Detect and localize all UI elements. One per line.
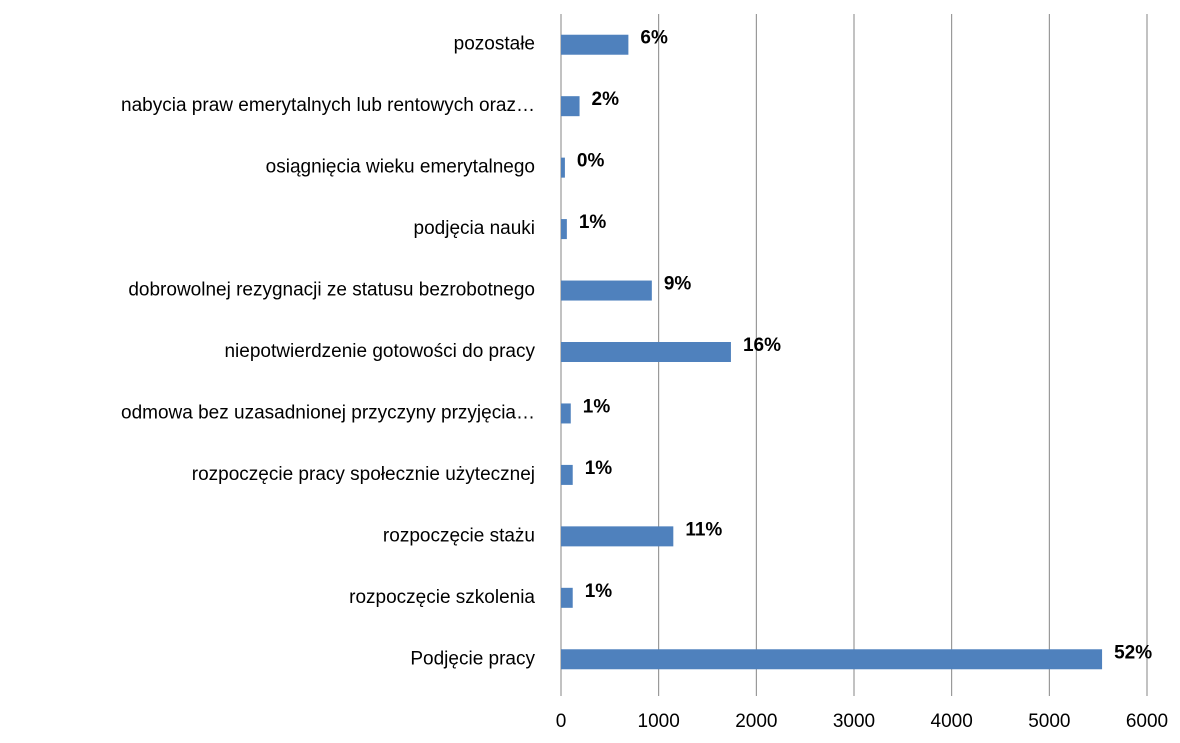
y-tick-label: odmowa bez uzasadnionej przyczyny przyję… — [121, 402, 535, 423]
bar — [561, 587, 573, 608]
bar — [561, 96, 580, 117]
data-label: 0% — [577, 151, 605, 172]
data-label: 1% — [585, 581, 613, 602]
bar — [561, 464, 573, 485]
y-tick-label: Podjęcie pracy — [410, 648, 535, 669]
bar — [561, 280, 652, 301]
x-tick-label: 1000 — [638, 711, 680, 732]
bar — [561, 34, 629, 55]
bar — [561, 649, 1103, 670]
y-tick-label: pozostałe — [454, 34, 535, 55]
data-label: 11% — [685, 519, 722, 540]
bar — [561, 526, 674, 547]
x-tick-label: 6000 — [1126, 711, 1168, 732]
x-tick-label: 2000 — [735, 711, 777, 732]
bar — [561, 157, 565, 178]
data-label: 1% — [583, 396, 611, 417]
y-tick-label: nabycia praw emerytalnych lub rentowych … — [121, 95, 535, 116]
data-label: 1% — [585, 458, 613, 479]
x-tick-label: 0 — [556, 711, 567, 732]
y-tick-label: osiągnięcia wieku emerytalnego — [266, 157, 535, 178]
bar — [561, 219, 567, 240]
data-label: 9% — [664, 274, 692, 295]
y-tick-label: niepotwierdzenie gotowości do pracy — [224, 341, 535, 362]
data-label: 6% — [640, 28, 668, 49]
data-label: 16% — [743, 335, 781, 356]
x-tick-label: 4000 — [931, 711, 973, 732]
bar — [561, 403, 571, 424]
y-tick-label: rozpoczęcie stażu — [383, 525, 535, 546]
data-label: 1% — [579, 212, 607, 233]
x-tick-label: 3000 — [833, 711, 875, 732]
data-label: 52% — [1114, 642, 1152, 663]
y-tick-label: rozpoczęcie pracy społecznie użytecznej — [192, 464, 535, 485]
y-tick-label: dobrowolnej rezygnacji ze statusu bezrob… — [128, 280, 535, 301]
y-tick-label: rozpoczęcie szkolenia — [349, 587, 535, 608]
data-label: 2% — [592, 89, 620, 110]
y-tick-label: podjęcia nauki — [414, 218, 535, 239]
x-tick-label: 5000 — [1028, 711, 1070, 732]
bar — [561, 342, 731, 362]
